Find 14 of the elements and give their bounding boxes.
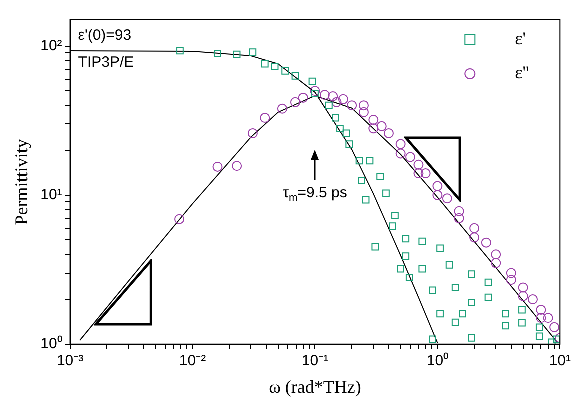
x-tick-label: 10⁰ (426, 352, 449, 370)
x-axis-title: ω (rad*THz) (269, 376, 362, 397)
legend-label: ε' (515, 28, 526, 49)
y-tick-label: 10² (40, 37, 62, 54)
x-tick-label: 10⁻¹ (302, 352, 329, 370)
annotation: TIP3P/E (78, 54, 134, 72)
x-tick-label: 10¹ (549, 352, 572, 370)
y-tick-label: 10⁰ (40, 336, 62, 353)
annotation: ε'(0)=93 (78, 27, 132, 44)
x-tick-label: 10⁻³ (56, 352, 84, 370)
y-axis-title: Permittivity (12, 139, 32, 226)
y-tick-label: 10¹ (40, 186, 62, 204)
legend-label: ε'' (515, 62, 530, 83)
x-tick-label: 10⁻² (179, 352, 206, 370)
